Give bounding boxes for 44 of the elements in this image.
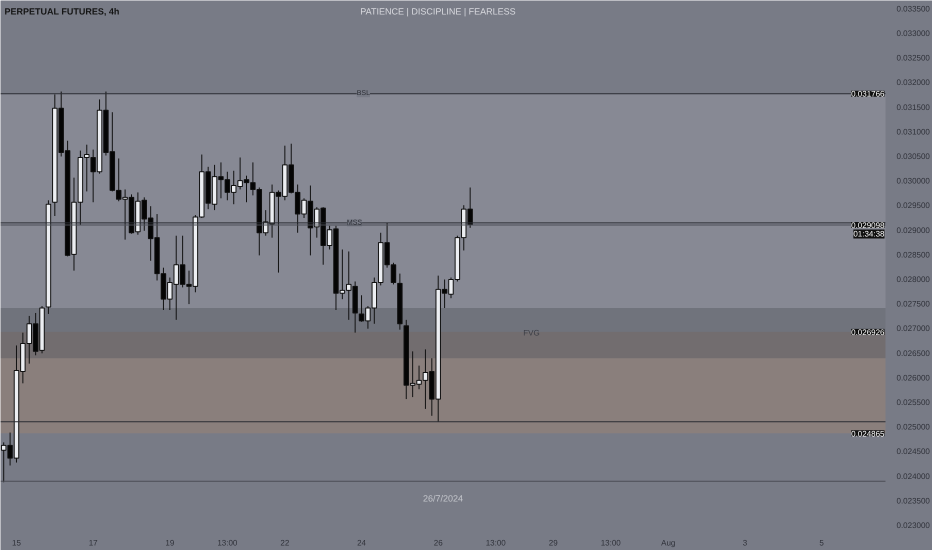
y-tick-label: 0.033000: [896, 28, 930, 38]
x-tick-label: 13:00: [486, 538, 506, 548]
annotation: 26/7/2024: [422, 494, 464, 504]
y-tick-label: 0.025000: [896, 422, 930, 432]
text: PATIENCE | DISCIPLINE | FEARLESS: [360, 6, 516, 16]
annotation: 0.031766: [851, 90, 886, 99]
x-tick-label: 29: [548, 538, 558, 548]
y-tick-label: 0.031000: [896, 127, 930, 136]
y-tick-label: 0.032500: [896, 54, 930, 63]
annotation: 0.024865: [851, 429, 886, 438]
text: PERPETUAL FUTURES, 4h: [4, 6, 120, 16]
y-tick-label: 0.030500: [896, 152, 930, 161]
y-tick-label: 0.023000: [896, 521, 930, 530]
y-tick-label: 0.029500: [896, 201, 930, 210]
x-tick-label: 3: [742, 538, 748, 548]
y-tick-label: 0.030000: [896, 176, 930, 186]
y-tick-label: 0.028000: [896, 275, 930, 284]
x-tick-label: 13:00: [217, 538, 238, 548]
y-tick-label: 0.025500: [896, 398, 930, 408]
y-tick-label: 0.024500: [896, 447, 930, 456]
y-tick-label: 0.027500: [896, 300, 930, 309]
x-tick-label: 17: [88, 538, 98, 548]
y-tick-label: 0.024000: [896, 472, 930, 481]
x-tick-label: 24: [357, 538, 367, 548]
y-tick-label: 0.026500: [896, 348, 930, 358]
y-tick-label: 0.026000: [896, 373, 930, 382]
annotation: 01:34:38: [853, 229, 886, 238]
y-tick-label: 0.029000: [896, 226, 930, 235]
y-tick-label: 0.033500: [896, 4, 930, 14]
y-tick-label: 0.023500: [896, 496, 930, 506]
y-tick-label: 0.027000: [896, 324, 930, 334]
y-tick-label: 0.028500: [896, 250, 930, 260]
band-label: FVG: [523, 328, 540, 338]
x-tick-label: 19: [165, 538, 175, 548]
x-tick-label: 13:00: [600, 538, 622, 548]
annotation: 0.029098: [851, 220, 886, 230]
x-tick-label: 5: [819, 538, 824, 548]
y-tick-label: 0.032000: [896, 78, 930, 88]
x-tick-label: 15: [12, 538, 22, 548]
x-tick-label: 26: [434, 538, 444, 548]
y-tick-label: 0.031500: [896, 102, 930, 112]
annotation: 0.026926: [851, 328, 886, 337]
x-tick-label: 22: [280, 538, 290, 548]
x-tick-label: Aug: [661, 538, 676, 548]
